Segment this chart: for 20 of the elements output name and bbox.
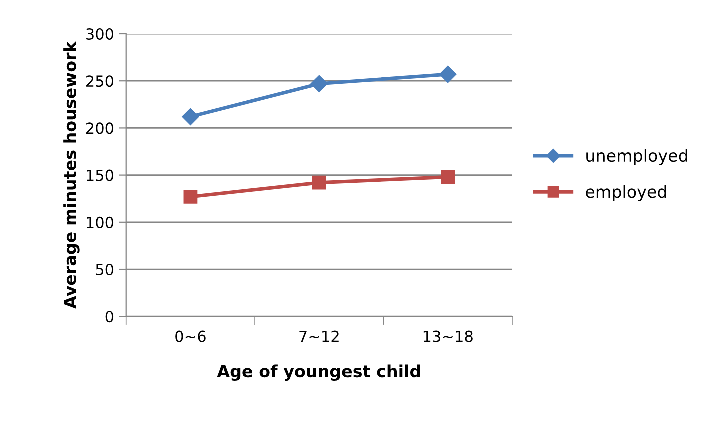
- point: [440, 66, 457, 84]
- point: [184, 190, 198, 204]
- x-tick-label: 13~18: [424, 330, 473, 342]
- x-tick-label: 0~6: [176, 330, 206, 342]
- y-tick-label: 50: [96, 264, 114, 276]
- y-tick-label: 200: [86, 122, 114, 134]
- x-tick-label: 7~12: [300, 330, 339, 342]
- y-tick-label: 300: [86, 28, 114, 40]
- y-tick-label: 0: [106, 311, 114, 323]
- point: [441, 170, 456, 184]
- y-axis-title: Average minutes housework: [64, 41, 80, 309]
- legend-label: unemployed: [586, 149, 688, 166]
- y-tick-label: 100: [87, 216, 114, 228]
- y-tick-label: 250: [86, 76, 114, 88]
- y-tick-label: 150: [87, 170, 114, 182]
- x-axis-title: Age of youngest child: [217, 364, 420, 382]
- point: [182, 108, 200, 126]
- point: [312, 176, 326, 190]
- point: [310, 75, 328, 92]
- legend-label: employed: [586, 185, 666, 202]
